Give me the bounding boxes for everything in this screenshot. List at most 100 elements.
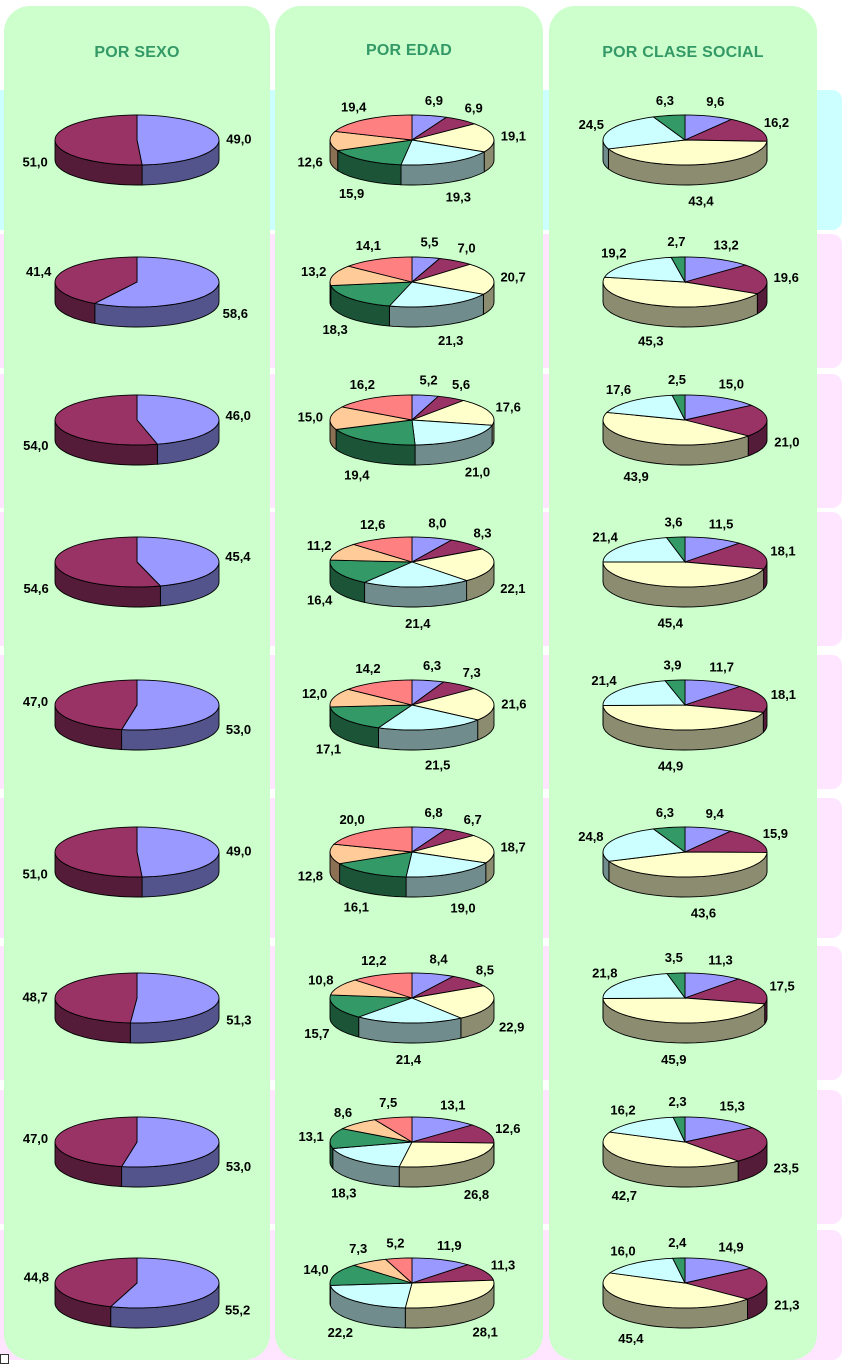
pie-slice-clase-1-3	[607, 139, 768, 166]
pie-slice-clase-7-1	[684, 972, 741, 999]
pie-slice-clase-4-1	[684, 536, 741, 563]
pie-label-edad-8-1: 13,1	[440, 1097, 465, 1112]
pie-slice-edad-2-7	[346, 256, 413, 283]
pie-clase-2: 13,2 19,6 45,3 19,2 2,7	[601, 234, 799, 349]
pie-label-sexo-6-1: 49,0	[226, 844, 251, 859]
pie-slice-clase-3-2	[684, 404, 768, 437]
pie-slice-edad-8-7	[373, 1116, 413, 1143]
pie-edad-2: 5,5 7,0 20,7 21,3 18,3 13,2 14,1	[301, 235, 526, 348]
pie-slice-edad-5-6	[329, 688, 413, 708]
pie-label-edad-7-1: 8,4	[430, 951, 449, 966]
pie-label-edad-6-1: 6,8	[425, 805, 443, 820]
pie-clase-3: 15,0 21,0 43,9 17,6 2,5	[602, 372, 800, 484]
pie-slice-sexo-3-2	[54, 394, 159, 446]
pie-clase-6: 9,4 15,9 43,6 24,8 6,3	[578, 805, 788, 921]
pie-slice-edad-7-3	[410, 985, 495, 1019]
pie-label-edad-8-6: 8,6	[334, 1105, 352, 1120]
pie-label-clase-5-2: 18,1	[771, 687, 796, 702]
pie-sexo-7: 51,3 48,7	[22, 972, 252, 1044]
pie-slice-edad-6-3	[411, 835, 495, 864]
pie-slice-clase-4-2	[684, 542, 768, 570]
pie-slice-edad-5-5	[329, 704, 414, 729]
pie-slice-sexo-6-2	[54, 826, 143, 878]
pie-label-edad-4-2: 8,3	[473, 525, 491, 540]
pie-slice-edad-1-7	[333, 114, 413, 141]
pie-label-clase-8-2: 23,5	[774, 1160, 799, 1175]
pie-slice-edad-3-2	[411, 395, 466, 421]
pie-slice-sexo-1-2	[54, 114, 143, 166]
pie-slice-clase-6-3	[607, 851, 768, 878]
pie-label-edad-5-4: 21,5	[425, 758, 450, 773]
pie-label-edad-3-3: 17,6	[496, 399, 521, 414]
pie-slice-edad-7-4	[357, 997, 463, 1024]
pie-slice-sexo-7-1	[129, 972, 220, 1024]
pie-label-clase-9-5: 2,4	[668, 1235, 687, 1250]
pie-label-sexo-4-2: 54,6	[23, 581, 48, 596]
pie-label-clase-2-1: 13,2	[713, 238, 738, 253]
pie-slice-clase-5-3	[602, 704, 765, 731]
pie-slice-edad-7-2	[411, 975, 486, 999]
pie-slice-edad-5-3	[411, 688, 495, 721]
pie-sexo-6: 49,0 51,0	[22, 826, 252, 898]
pie-slice-clase-8-2	[683, 1127, 768, 1162]
pie-label-clase-2-3: 45,3	[638, 334, 663, 349]
pie-slice-edad-8-5	[329, 1128, 413, 1149]
pie-label-edad-4-3: 22,1	[500, 581, 525, 596]
pie-label-clase-6-1: 9,4	[706, 806, 725, 821]
pie-label-edad-9-1: 11,9	[437, 1238, 462, 1253]
pie-slice-clase-3-3	[602, 411, 750, 446]
pie-label-edad-5-7: 14,2	[355, 661, 380, 676]
pie-slice-sexo-6-1	[136, 826, 220, 878]
pie-label-edad-9-3: 28,1	[473, 1325, 498, 1340]
pie-slice-edad-6-1	[411, 826, 448, 853]
pie-slice-edad-1-3	[411, 123, 495, 153]
pie-slice-clase-2-4	[603, 256, 686, 283]
pie-slice-clase-7-2	[684, 978, 768, 1005]
pie-clase-8: 15,3 23,5 42,7 16,2 2,3	[602, 1094, 799, 1203]
pie-label-clase-5-3: 44,9	[658, 759, 683, 774]
pie-label-edad-7-3: 22,9	[499, 1020, 524, 1035]
pie-slice-edad-2-2	[411, 258, 472, 283]
pie-slice-edad-2-6	[329, 265, 413, 287]
pie-label-clase-7-5: 3,5	[665, 950, 683, 965]
pie-sexo-5: 53,0 47,0	[23, 679, 251, 751]
pie-label-edad-4-1: 8,0	[428, 515, 446, 530]
pie-slice-edad-6-2	[411, 828, 476, 853]
pie-slice-edad-4-6	[329, 543, 413, 563]
pie-slice-edad-8-4	[331, 1141, 413, 1168]
pie-label-clase-3-1: 15,0	[719, 377, 744, 392]
pie-label-sexo-4-1: 45,4	[225, 549, 251, 564]
pie-slice-sexo-7-2	[54, 972, 138, 1024]
pie-slice-clase-8-1	[684, 1116, 754, 1143]
pie-label-edad-5-5: 17,1	[316, 742, 341, 757]
pie-slice-clase-5-1	[684, 679, 742, 706]
pie-label-sexo-5-1: 53,0	[226, 722, 251, 737]
pie-label-edad-6-6: 12,8	[298, 869, 323, 884]
pie-label-edad-3-2: 5,6	[452, 377, 470, 392]
pie-label-edad-4-5: 16,4	[307, 593, 333, 608]
pie-label-edad-9-4: 22,2	[328, 1325, 353, 1340]
pie-slice-edad-3-3	[411, 400, 495, 426]
pie-slice-clase-4-5	[665, 536, 686, 564]
pie-edad-5: 6,3 7,3 21,6 21,5 17,1 12,0 14,2	[302, 658, 527, 773]
pie-label-edad-5-3: 21,6	[501, 697, 526, 712]
pie-edad-8: 13,1 12,6 26,8 18,3 13,1 8,6 7,5	[298, 1095, 520, 1202]
pie-label-clase-3-4: 17,6	[606, 382, 631, 397]
pie-label-clase-9-3: 45,4	[618, 1331, 644, 1346]
pie-label-edad-3-5: 19,4	[344, 468, 370, 483]
pie-slice-edad-7-5	[329, 994, 413, 1018]
pie-slice-clase-3-1	[684, 394, 753, 421]
pie-label-sexo-7-2: 48,7	[22, 989, 47, 1004]
pie-sexo-4: 45,4 54,6	[23, 536, 251, 608]
pie-label-edad-7-2: 8,5	[476, 962, 494, 977]
pie-slice-clase-7-5	[666, 972, 686, 1000]
pie-slice-clase-8-4	[608, 1116, 686, 1143]
pie-label-sexo-9-1: 55,2	[225, 1303, 250, 1318]
pie-slice-edad-3-7	[340, 394, 413, 421]
pie-slice-clase-9-2	[684, 1267, 768, 1300]
pie-slice-edad-8-6	[341, 1119, 413, 1143]
pie-slice-edad-3-5	[334, 419, 416, 446]
pie-label-edad-1-2: 6,9	[465, 100, 483, 115]
pie-label-clase-2-2: 19,6	[774, 270, 799, 285]
pie-slice-clase-5-4	[602, 680, 686, 706]
